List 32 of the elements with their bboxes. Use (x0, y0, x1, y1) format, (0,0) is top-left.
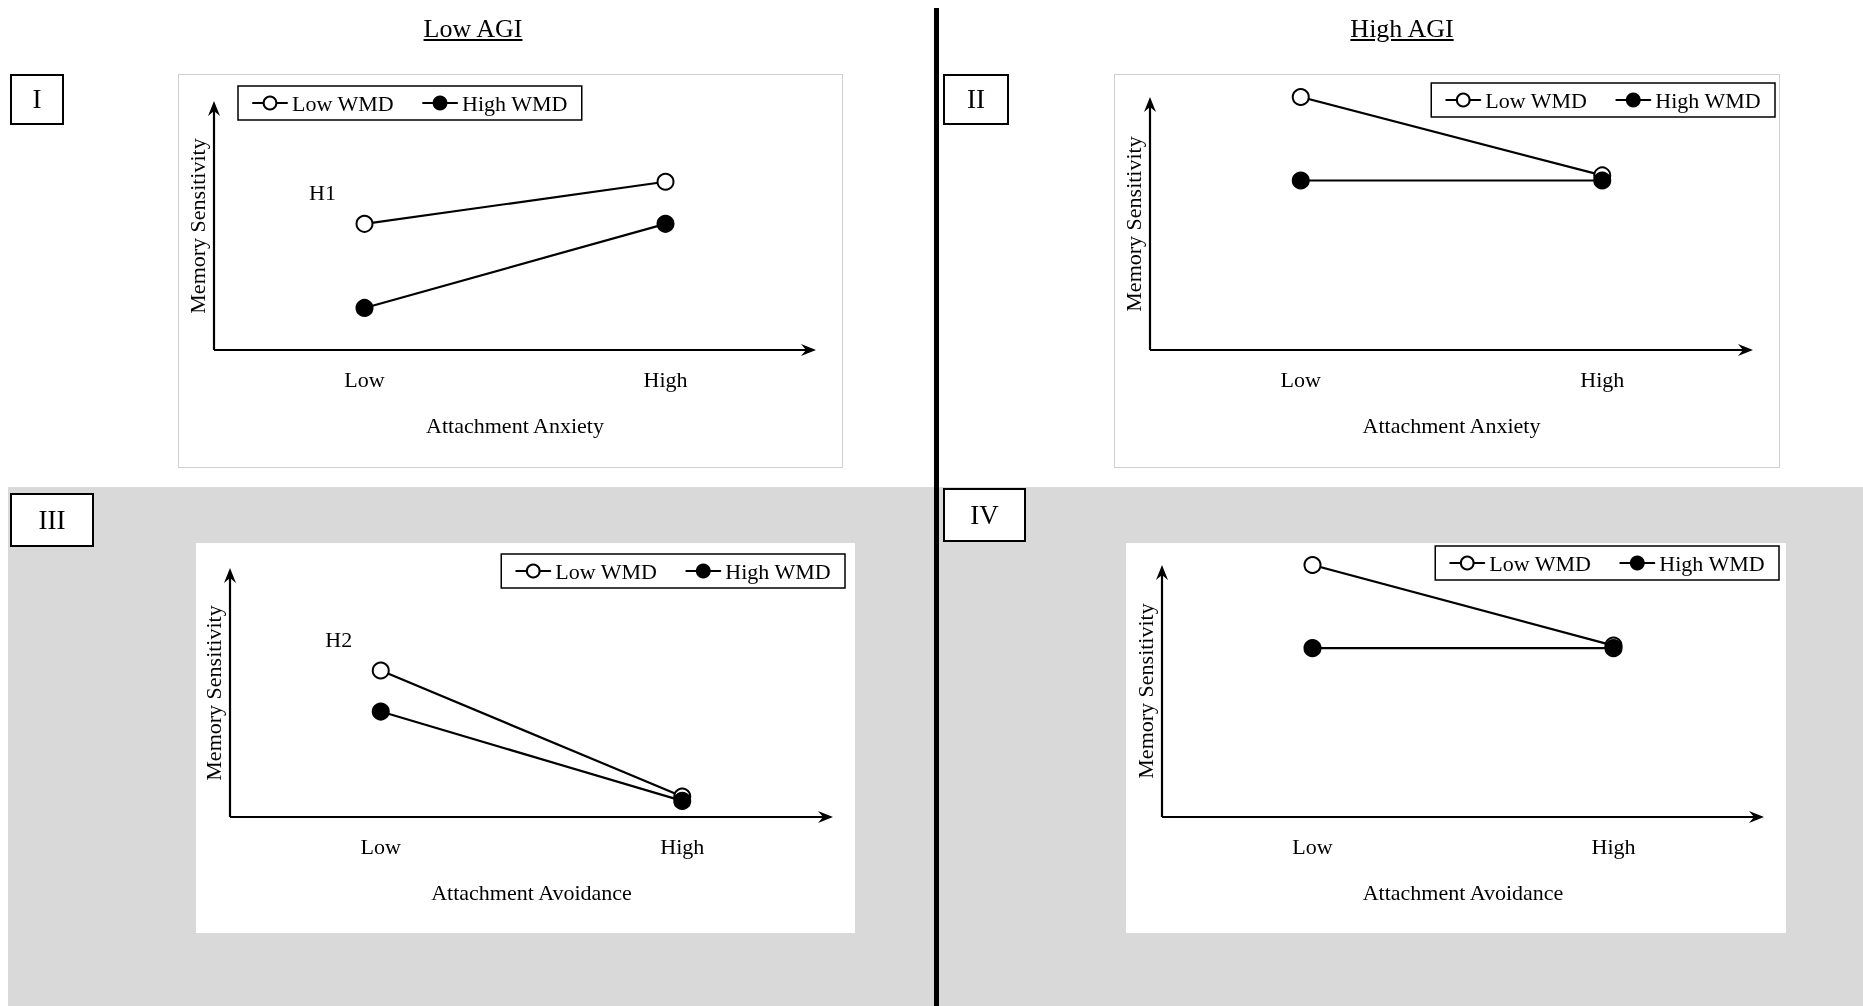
chart-title: High AGI (1350, 14, 1454, 44)
x-tick-label: Low (1280, 366, 1322, 392)
x-tick-label: Low (1292, 833, 1333, 859)
annotation: H1 (309, 179, 336, 206)
x-axis-title: Attachment Anxiety (1362, 412, 1541, 438)
x-tick-label: Low (360, 833, 402, 859)
legend-label: High WMD (462, 90, 568, 116)
text: I (10, 74, 64, 125)
text: III (10, 493, 94, 547)
legend-label: Low WMD (1489, 550, 1591, 576)
x-axis-title: Attachment Anxiety (426, 412, 604, 438)
x-axis-title: Attachment Avoidance (1362, 879, 1564, 905)
x-tick-label: High (660, 833, 705, 859)
legend-label: Low WMD (1485, 87, 1587, 113)
legend-label: Low WMD (292, 90, 394, 116)
text: II (943, 74, 1009, 125)
chart-title: Low AGI (423, 14, 523, 44)
text: IV (943, 488, 1026, 542)
x-tick-label: High (1580, 366, 1625, 392)
y-axis-title: Memory Sensitivity (1133, 603, 1159, 779)
x-tick-label: High (643, 366, 688, 392)
y-axis-title: Memory Sensitivity (201, 604, 227, 781)
legend-label: Low WMD (555, 558, 657, 584)
y-axis-title: Memory Sensitivity (185, 137, 211, 314)
x-axis-title: Attachment Avoidance (431, 879, 632, 905)
legend-label: High WMD (725, 558, 831, 584)
x-tick-label: Low (344, 366, 385, 392)
legend-label: High WMD (1655, 87, 1761, 113)
x-tick-label: High (1591, 833, 1636, 859)
legend-label: High WMD (1659, 550, 1765, 576)
y-axis-title: Memory Sensitivity (1121, 135, 1147, 312)
text: H2 (325, 626, 353, 653)
